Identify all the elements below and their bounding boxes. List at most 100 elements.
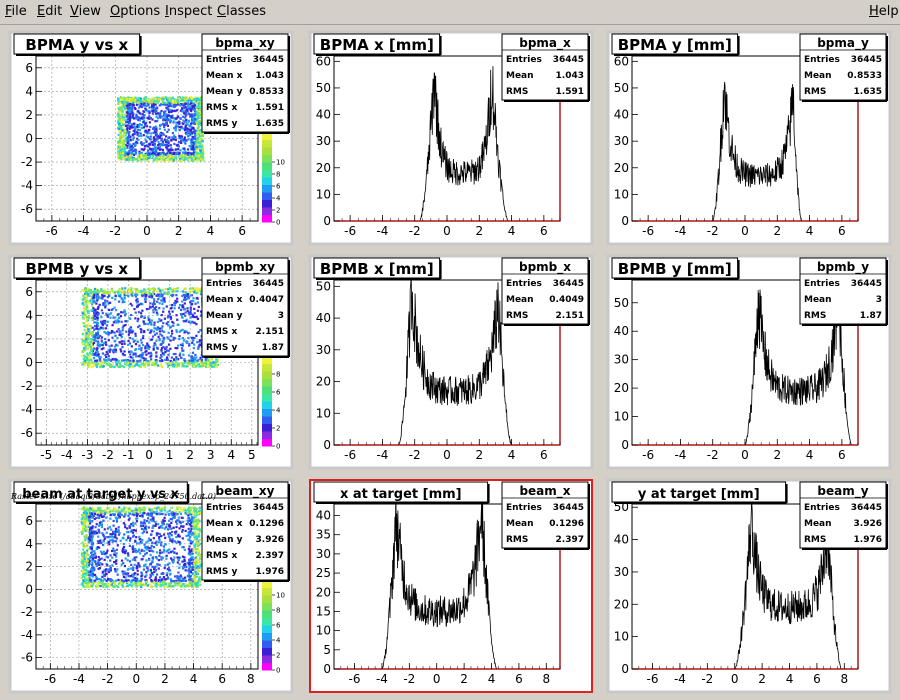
heat-cell — [180, 313, 183, 316]
heat-cell — [142, 158, 145, 161]
heat-cell — [106, 320, 109, 323]
y-tick-label: 40 — [316, 108, 331, 122]
heat-cell — [197, 107, 200, 110]
heat-cell — [149, 295, 152, 299]
heat-cell — [137, 106, 141, 109]
heat-cell — [176, 318, 179, 321]
heat-cell — [158, 148, 161, 151]
menu-view[interactable]: View — [70, 4, 101, 19]
heat-cell — [163, 300, 166, 303]
menu-edit[interactable]: Edit — [37, 4, 63, 19]
heat-cell — [213, 362, 216, 365]
heat-cell — [123, 150, 126, 153]
heat-cell — [194, 362, 198, 365]
heat-cell — [125, 363, 128, 366]
heat-cell — [199, 96, 202, 100]
heat-cell — [187, 98, 190, 102]
heat-cell — [139, 359, 142, 362]
heat-cell — [108, 585, 111, 588]
heat-cell — [89, 332, 92, 335]
heat-cell — [147, 149, 150, 152]
heat-cell — [97, 524, 101, 527]
heat-cell — [122, 324, 125, 327]
heat-cell — [192, 321, 195, 324]
heat-cell — [160, 319, 163, 322]
heat-cell — [138, 324, 141, 327]
heat-cell — [160, 347, 164, 350]
heat-cell — [189, 321, 192, 325]
heat-cell — [151, 510, 154, 513]
heat-cell — [200, 128, 203, 132]
heat-cell — [105, 516, 108, 519]
heat-cell — [179, 362, 182, 365]
heat-cell — [148, 558, 151, 562]
y-tick-label: -2 — [21, 155, 33, 169]
heat-cell — [136, 340, 139, 343]
heat-cell — [159, 111, 162, 114]
heat-cell — [209, 359, 212, 362]
heat-cell — [166, 336, 169, 339]
heat-cell — [137, 360, 140, 364]
heat-cell — [152, 347, 155, 350]
heat-cell — [129, 362, 132, 365]
heat-cell — [141, 303, 144, 306]
y-tick-label: 20 — [316, 375, 331, 389]
stats-value: 1.591 — [256, 103, 284, 113]
menu-help[interactable]: Help — [869, 4, 899, 19]
heat-cell — [101, 312, 104, 315]
heat-cell — [169, 363, 172, 366]
heat-cell — [166, 576, 170, 579]
heat-cell — [149, 148, 152, 151]
heat-cell — [176, 344, 180, 347]
heat-cell — [91, 556, 94, 559]
heat-cell — [179, 579, 182, 582]
heat-cell — [132, 112, 135, 115]
heat-cell — [155, 543, 158, 546]
heat-cell — [193, 307, 196, 311]
heat-cell — [137, 355, 140, 358]
heat-cell — [121, 301, 124, 304]
stats-value: 0.8533 — [249, 87, 284, 97]
stats-value: 1.591 — [556, 87, 584, 97]
heat-cell — [123, 106, 126, 109]
heat-cell — [123, 354, 126, 357]
heat-cell — [145, 104, 148, 108]
heat-cell — [190, 113, 193, 116]
heat-cell — [127, 508, 130, 511]
menu-file[interactable]: File — [5, 4, 27, 19]
heat-cell — [160, 139, 163, 142]
heat-cell — [81, 562, 84, 565]
root-canvas[interactable]: 0 2 4 6 8 10 -6 -4 -2 0 2 4 6 -6 -4 -2 0 2 4 6 BPMA y vs x bp… — [2, 26, 898, 698]
menu-classes[interactable]: Classes — [217, 4, 266, 19]
x-tick-label: -1 — [123, 448, 135, 462]
heat-cell — [82, 357, 85, 361]
heat-cell — [82, 298, 85, 301]
heat-cell — [117, 316, 120, 319]
heat-cell — [90, 337, 93, 341]
menu-inspect[interactable]: Inspect — [165, 4, 213, 19]
heat-cell — [173, 307, 176, 310]
heat-cell — [193, 315, 196, 319]
heat-cell — [147, 318, 150, 321]
heat-cell — [187, 514, 190, 517]
heat-cell — [137, 317, 140, 320]
menu-options[interactable]: Options — [110, 4, 161, 19]
heat-cell — [105, 555, 108, 558]
heat-cell — [155, 364, 158, 367]
heat-cell — [194, 530, 197, 533]
heat-cell — [119, 341, 122, 344]
heat-cell — [184, 298, 187, 301]
heat-cell — [155, 355, 158, 358]
heat-cell — [155, 573, 159, 576]
heat-cell — [179, 308, 183, 312]
heat-cell — [189, 96, 192, 99]
heat-cell — [205, 362, 208, 365]
heat-cell — [110, 308, 113, 312]
